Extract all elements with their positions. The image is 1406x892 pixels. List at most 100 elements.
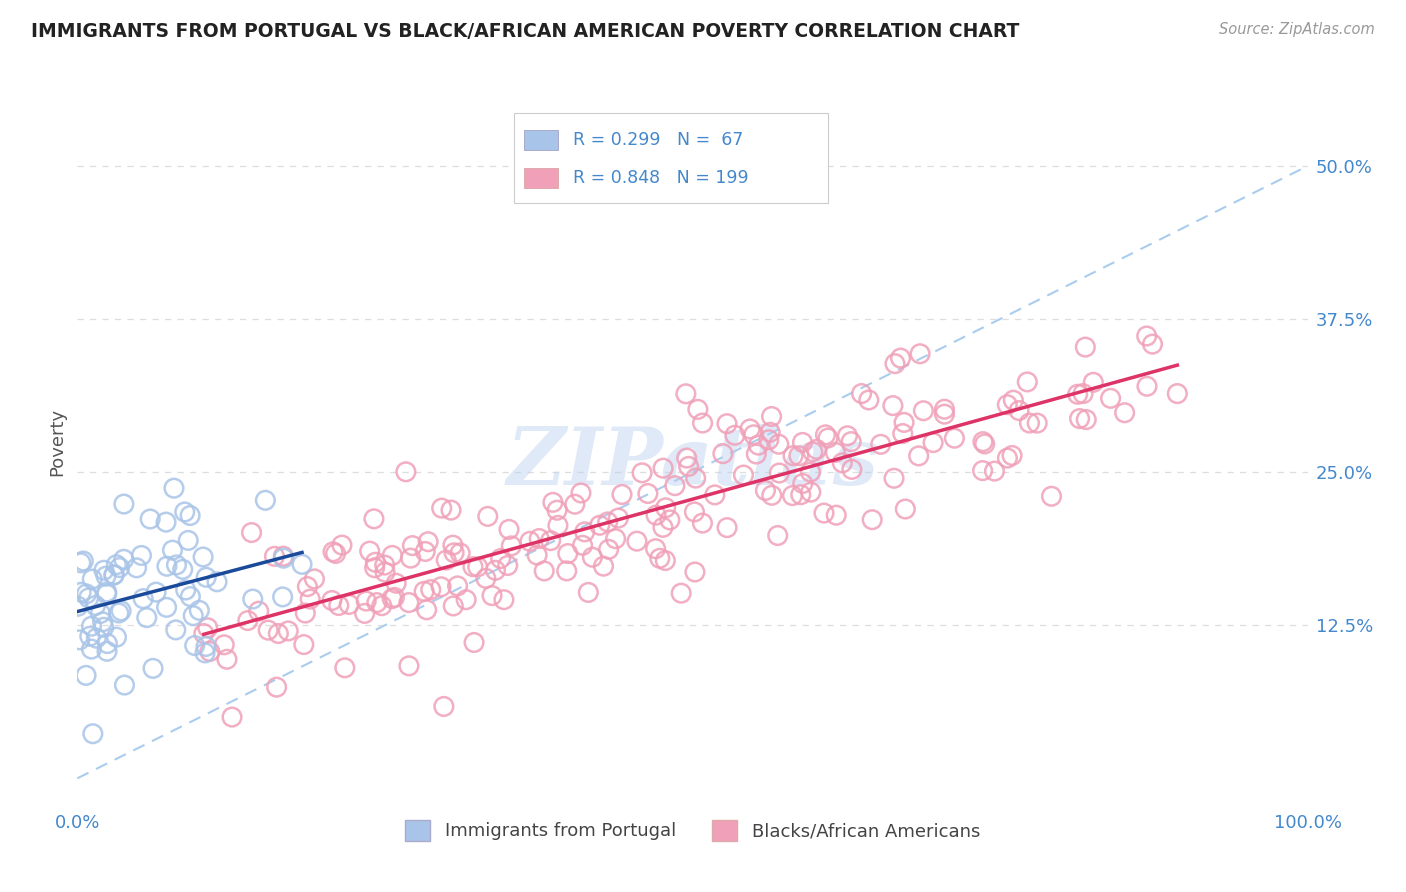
Point bbox=[492, 592, 515, 607]
Point bbox=[240, 525, 263, 540]
Point bbox=[125, 561, 148, 575]
Point bbox=[716, 520, 738, 534]
Point bbox=[498, 522, 520, 536]
Point bbox=[860, 513, 883, 527]
Point bbox=[685, 471, 707, 485]
Point bbox=[363, 512, 385, 526]
Point bbox=[371, 599, 394, 613]
Point bbox=[540, 533, 562, 548]
Text: Source: ZipAtlas.com: Source: ZipAtlas.com bbox=[1219, 22, 1375, 37]
Point bbox=[891, 426, 914, 441]
Point bbox=[686, 402, 709, 417]
Point bbox=[678, 459, 700, 474]
Point bbox=[132, 591, 155, 606]
Point bbox=[461, 559, 484, 574]
Point bbox=[711, 447, 734, 461]
Point bbox=[922, 435, 945, 450]
Point bbox=[745, 447, 768, 461]
Point bbox=[80, 619, 103, 633]
Point bbox=[869, 437, 891, 451]
Point bbox=[787, 449, 810, 463]
Point bbox=[1136, 379, 1159, 393]
Point bbox=[1071, 386, 1094, 401]
Point bbox=[441, 538, 464, 552]
Point bbox=[94, 569, 117, 583]
Point bbox=[738, 422, 761, 436]
Point bbox=[84, 599, 107, 613]
Point bbox=[814, 428, 837, 442]
Point bbox=[637, 486, 659, 500]
Point bbox=[768, 437, 790, 451]
Point bbox=[398, 596, 420, 610]
Point bbox=[108, 560, 131, 574]
Point bbox=[292, 638, 315, 652]
Point bbox=[995, 398, 1018, 412]
Point bbox=[112, 497, 135, 511]
Point bbox=[440, 503, 463, 517]
Point bbox=[463, 635, 485, 649]
Point bbox=[571, 538, 593, 552]
Point bbox=[145, 585, 167, 599]
Point bbox=[475, 571, 498, 585]
Point bbox=[399, 551, 422, 566]
Bar bbox=[524, 129, 558, 150]
Point bbox=[683, 505, 706, 519]
Point bbox=[541, 495, 564, 509]
Point bbox=[1076, 412, 1098, 426]
Point bbox=[96, 644, 118, 658]
Point bbox=[907, 449, 929, 463]
Point bbox=[155, 600, 177, 615]
Point bbox=[433, 699, 456, 714]
Point bbox=[675, 451, 697, 466]
Point bbox=[501, 539, 523, 553]
Point bbox=[69, 556, 91, 570]
Point bbox=[817, 431, 839, 445]
Text: R = 0.299   N =  67: R = 0.299 N = 67 bbox=[574, 131, 744, 149]
Point bbox=[1026, 416, 1049, 430]
Point bbox=[837, 429, 859, 443]
Point bbox=[800, 485, 823, 500]
Point bbox=[839, 434, 862, 449]
Point bbox=[188, 603, 211, 617]
Point bbox=[669, 586, 692, 600]
Point bbox=[1142, 337, 1164, 351]
Point bbox=[103, 567, 125, 582]
Point bbox=[446, 579, 468, 593]
Point bbox=[110, 604, 132, 618]
Point bbox=[626, 534, 648, 549]
Point bbox=[654, 500, 676, 515]
Point bbox=[792, 435, 814, 450]
Point bbox=[242, 592, 264, 607]
Point bbox=[66, 599, 89, 614]
Point bbox=[652, 520, 675, 534]
Point bbox=[610, 487, 633, 501]
Point bbox=[754, 483, 776, 498]
Point bbox=[105, 558, 128, 572]
Point bbox=[337, 598, 360, 612]
Point bbox=[792, 476, 814, 491]
Point bbox=[166, 558, 188, 572]
Point bbox=[221, 710, 243, 724]
Point bbox=[790, 488, 813, 502]
Point bbox=[277, 624, 299, 638]
Point bbox=[385, 576, 408, 591]
Point bbox=[574, 524, 596, 539]
Point bbox=[675, 386, 697, 401]
Point bbox=[173, 505, 195, 519]
Point bbox=[589, 518, 612, 533]
Point bbox=[194, 646, 217, 660]
Point bbox=[271, 590, 294, 604]
Point bbox=[890, 351, 912, 365]
Point bbox=[86, 631, 108, 645]
Point bbox=[363, 561, 385, 575]
Point bbox=[654, 553, 676, 567]
Point bbox=[156, 559, 179, 574]
Point bbox=[165, 623, 187, 637]
Point bbox=[716, 417, 738, 431]
Point bbox=[943, 431, 966, 445]
Point bbox=[858, 392, 880, 407]
Point bbox=[456, 592, 478, 607]
Point bbox=[366, 596, 388, 610]
Point bbox=[330, 538, 353, 552]
Point bbox=[297, 580, 319, 594]
